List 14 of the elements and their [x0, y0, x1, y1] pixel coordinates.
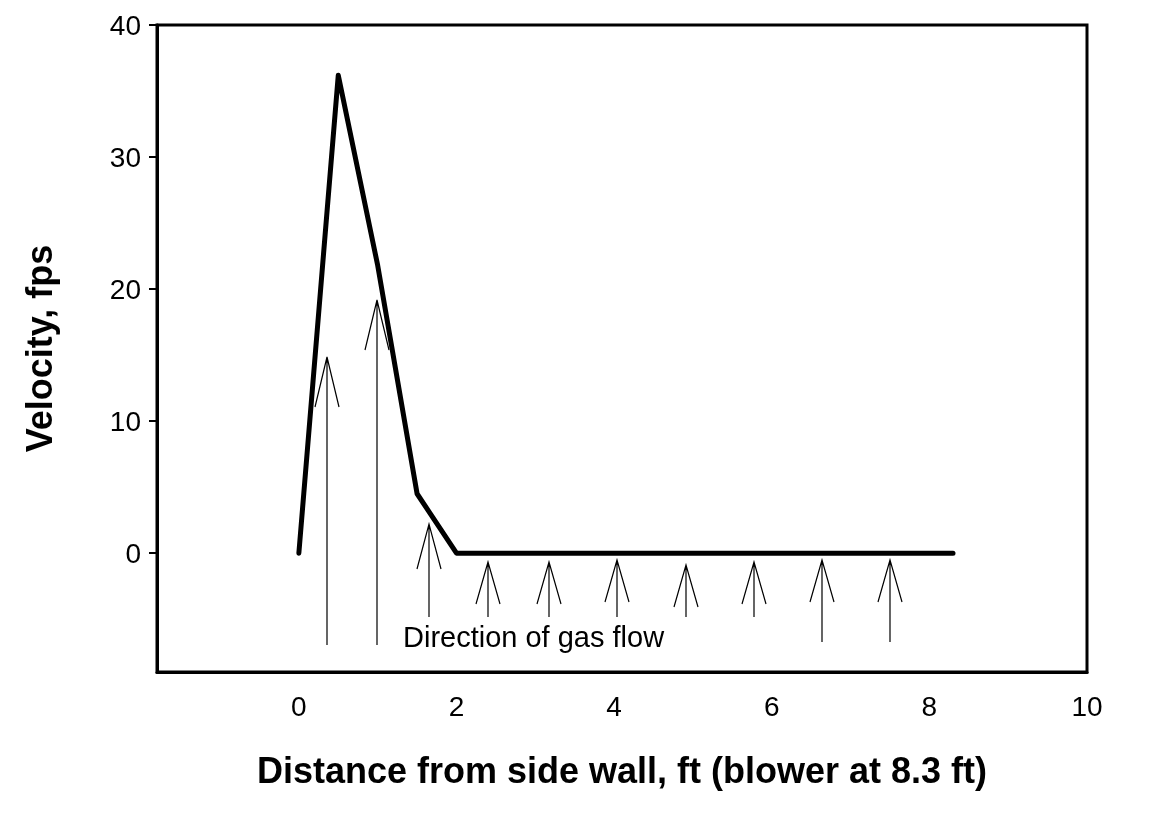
x-axis-title: Distance from side wall, ft (blower at 8.3 ft): [256, 749, 988, 791]
x-tick-label: 0: [291, 690, 307, 722]
y-axis-title: Velocity, fps: [18, 244, 60, 453]
x-tick-label: 10: [1071, 690, 1103, 722]
x-tick-label: 4: [606, 690, 622, 722]
x-tick-label: 2: [448, 690, 465, 722]
y-tick-label: 20: [109, 273, 141, 305]
x-tick-label: 8: [921, 690, 938, 722]
y-tick-label: 0: [125, 537, 141, 569]
annotation: Direction of gas flow: [403, 620, 666, 653]
x-tick-label: 6: [763, 690, 780, 722]
y-tick-label: 10: [109, 405, 141, 437]
y-tick-label: 40: [109, 9, 141, 41]
y-tick-label: 30: [109, 141, 141, 173]
